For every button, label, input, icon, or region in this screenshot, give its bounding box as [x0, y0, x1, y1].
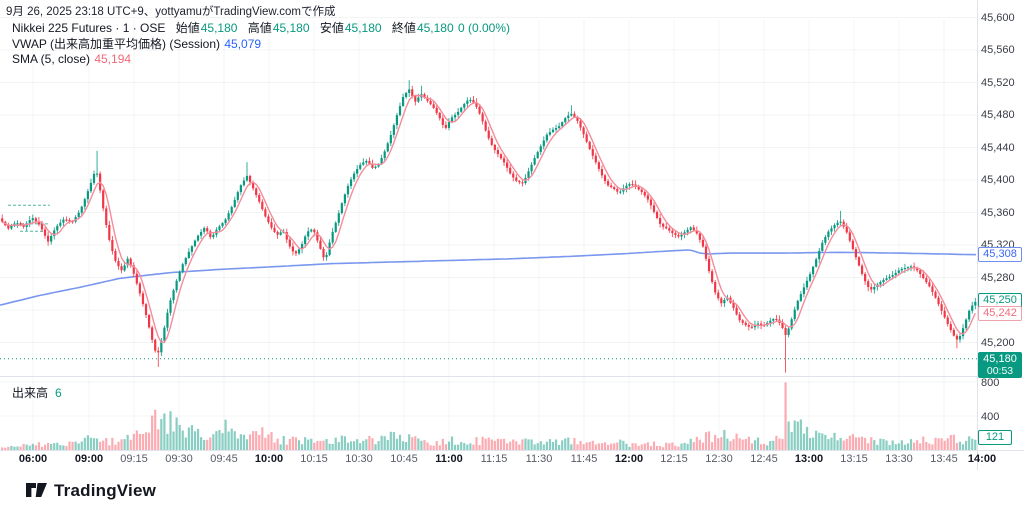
time-axis-label: 13:30	[885, 453, 913, 465]
price-axis-label: 45,200	[981, 337, 1015, 349]
upper-price-badge: 45,250	[978, 293, 1022, 308]
tradingview-logo-icon	[26, 483, 47, 497]
price-axis-label: 45,480	[981, 109, 1015, 121]
time-axis-label: 13:15	[840, 453, 868, 465]
price-axis-label: 45,520	[981, 77, 1015, 89]
legend: Nikkei 225 Futures · 1 · OSE 始値45,180 高値…	[12, 21, 510, 68]
time-axis-label: 11:30	[525, 453, 553, 465]
ohlc-close: 終値45,180	[391, 21, 454, 35]
time-axis-label: 11:15	[480, 453, 508, 465]
ohlc-high: 高値45,180	[247, 21, 310, 35]
tradingview-logo[interactable]: TradingView	[26, 481, 156, 501]
sma-value: 45,194	[94, 52, 132, 66]
change-value: 0 (0.00%)	[457, 21, 511, 35]
sma-value-badge: 45,242	[978, 306, 1022, 321]
legend-symbol-row[interactable]: Nikkei 225 Futures · 1 · OSE 始値45,180 高値…	[12, 21, 510, 37]
legend-sma-row[interactable]: SMA (5, close) 45,194	[12, 52, 510, 68]
vwap-value-badge: 45,308	[978, 247, 1022, 262]
time-axis-label: 10:45	[390, 453, 418, 465]
volume-value-badge: 121	[978, 430, 1012, 445]
price-axis-label: 45,360	[981, 207, 1015, 219]
tradingview-logo-text: TradingView	[54, 481, 157, 500]
volume-axis-label: 800	[981, 377, 1000, 389]
time-axis-label: 10:00	[254, 453, 284, 465]
volume-legend[interactable]: 出来高 6	[12, 384, 62, 401]
time-axis-label: 12:00	[614, 453, 644, 465]
time-axis-label: 12:15	[660, 453, 688, 465]
volume-axis-label: 400	[981, 411, 1000, 423]
ohlc-open: 始値45,180	[175, 21, 238, 35]
time-axis-label: 11:45	[570, 453, 598, 465]
time-axis-label: 09:30	[165, 453, 193, 465]
time-axis-label: 09:00	[74, 453, 104, 465]
time-axis-label: 13:45	[930, 453, 958, 465]
bar-countdown: 00:53	[986, 365, 1014, 377]
time-axis-label: 09:45	[210, 453, 238, 465]
sma-title: SMA (5, close)	[12, 52, 91, 66]
time-axis-label: 09:15	[120, 453, 148, 465]
time-axis-label: 12:45	[750, 453, 778, 465]
vwap-title: VWAP (出来高加重平均価格) (Session)	[12, 36, 221, 51]
price-axis-label: 45,440	[981, 142, 1015, 154]
price-axis-label: 45,600	[981, 12, 1015, 24]
time-axis-label: 10:30	[345, 453, 373, 465]
price-axis-label: 45,560	[981, 44, 1015, 56]
time-axis-label: 10:15	[300, 453, 328, 465]
time-axis-label: 14:00	[967, 453, 997, 465]
ohlc-low: 安値45,180	[319, 21, 382, 35]
price-axis-label: 45,280	[981, 272, 1015, 284]
last-price-countdown-badge: 45,180 00:53	[978, 352, 1022, 378]
last-price-value: 45,180	[983, 353, 1017, 365]
creation-watermark: 9月 26, 2025 23:18 UTC+9、yottyamuがTrading…	[6, 6, 336, 18]
time-axis-label: 12:30	[705, 453, 733, 465]
volume-legend-title: 出来高	[12, 386, 49, 400]
symbol-title: Nikkei 225 Futures · 1 · OSE	[12, 21, 166, 35]
volume-legend-value: 6	[55, 386, 62, 400]
price-axis-label: 45,400	[981, 174, 1015, 186]
time-axis-label: 13:00	[794, 453, 824, 465]
time-axis-label: 06:00	[18, 453, 48, 465]
time-axis-label: 11:00	[435, 453, 463, 465]
legend-vwap-row[interactable]: VWAP (出来高加重平均価格) (Session) 45,079	[12, 37, 510, 53]
vwap-value: 45,079	[224, 36, 262, 51]
